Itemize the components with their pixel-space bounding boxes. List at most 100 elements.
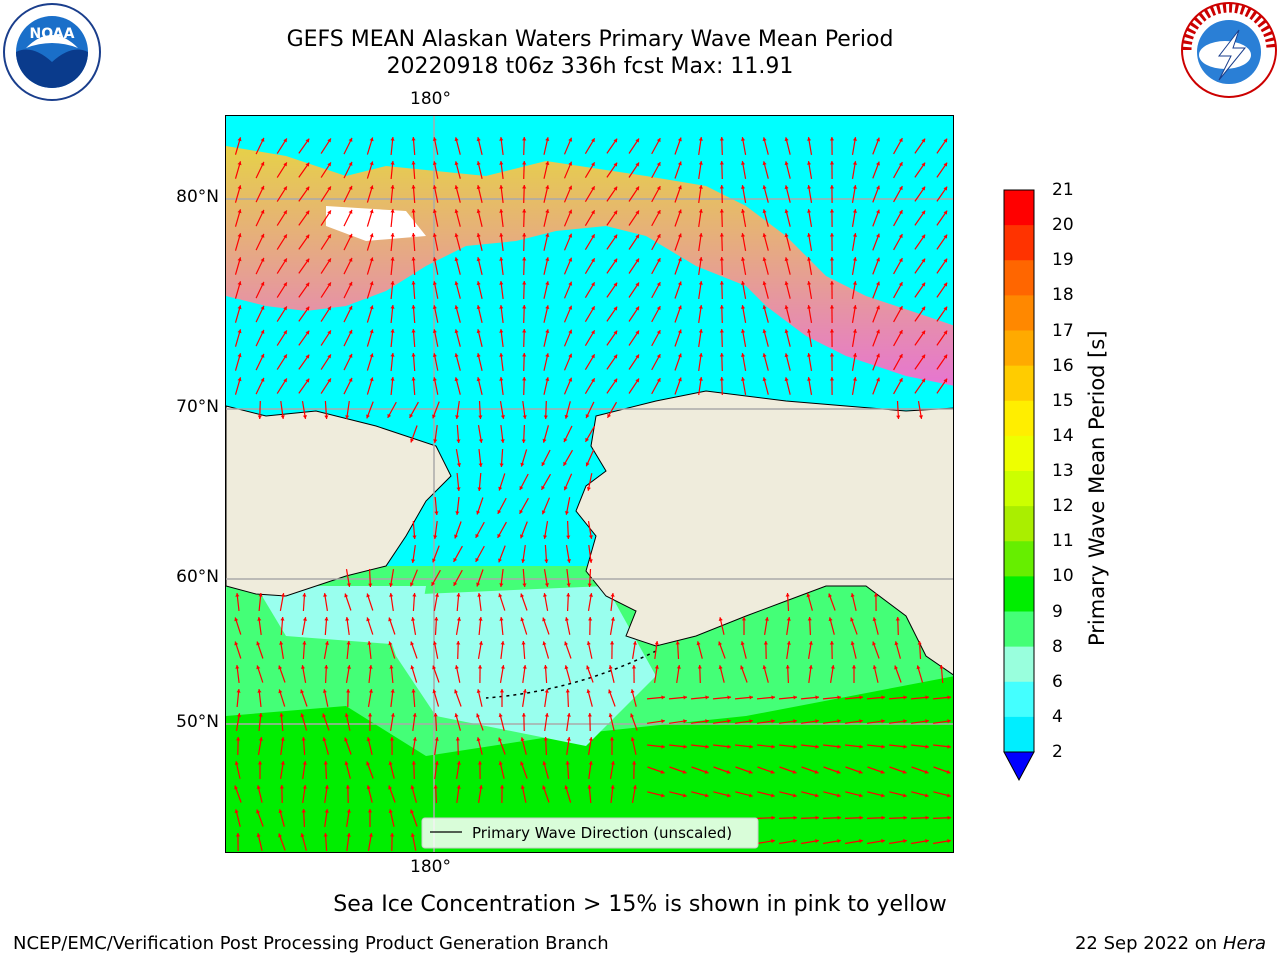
wave-arrow-head	[762, 185, 767, 190]
wave-arrow-head	[677, 281, 682, 286]
wave-arrow-head	[258, 737, 263, 741]
wave-arrow-head	[719, 281, 724, 285]
wave-arrow-head	[346, 833, 351, 837]
wave-arrow-head	[859, 695, 863, 700]
wave-arrow-head	[586, 665, 590, 670]
wave-arrow-head	[520, 462, 525, 467]
wave-arrow-head	[305, 210, 310, 215]
wave-arrow-head	[478, 641, 483, 645]
wave-arrow-head	[829, 641, 834, 645]
wave-arrow-head	[630, 737, 635, 741]
wave-arrow-head	[257, 689, 262, 693]
wave-arrow-head	[544, 583, 549, 587]
wave-arrow-head	[925, 695, 929, 700]
wave-arrow-head	[476, 161, 481, 166]
wave-arrow-head	[784, 281, 789, 286]
wave-arrow-head	[837, 719, 841, 724]
wave-arrow-head	[237, 233, 242, 238]
wave-arrow-head	[344, 713, 349, 717]
wave-arrow-head	[522, 377, 527, 381]
wave-arrow-head	[568, 257, 573, 262]
wave-arrow-head	[585, 414, 590, 419]
wave-arrow-head	[476, 281, 481, 286]
wave-arrow-head	[499, 377, 504, 381]
lat-label-70: 70°N	[176, 397, 219, 417]
wave-arrow-head	[545, 209, 550, 213]
wave-arrow-head	[656, 234, 661, 239]
land-alaska	[575, 390, 953, 676]
wave-arrow-head	[568, 281, 573, 286]
wave-arrow-head	[610, 593, 615, 597]
wave-arrow-head	[698, 329, 703, 333]
wave-arrow-head	[302, 617, 307, 621]
wave-arrow-head	[348, 209, 353, 214]
wave-arrow-head	[545, 137, 550, 141]
wave-arrow-head	[411, 137, 416, 141]
wave-arrow-head	[719, 377, 724, 381]
wave-arrow-head	[305, 282, 310, 287]
legend-label: Primary Wave Direction (unscaled)	[472, 824, 732, 842]
wave-arrow-head	[586, 641, 591, 645]
wave-arrow-head	[387, 413, 392, 418]
wave-arrow-head	[630, 689, 635, 694]
wave-arrow-head	[591, 282, 595, 287]
wave-arrow-head	[762, 353, 767, 358]
wave-arrow-head	[258, 593, 263, 597]
wave-arrow-head	[345, 415, 350, 419]
wave-arrow-head	[237, 329, 242, 334]
ocean-region-bering-light	[376, 586, 656, 746]
wave-arrow-head	[903, 695, 907, 700]
colorbar-segment	[1004, 295, 1034, 331]
wave-arrow-head	[500, 439, 505, 443]
wave-arrow-head	[237, 377, 242, 382]
wave-arrow-head	[762, 209, 767, 214]
wave-arrow-head	[522, 233, 527, 237]
wave-arrow-head	[476, 137, 481, 142]
wave-arrow-head	[784, 209, 789, 214]
wave-arrow-head	[872, 641, 876, 646]
wave-arrow-head	[829, 257, 834, 261]
wave-arrow-head	[921, 210, 926, 215]
wave-arrow-head	[433, 785, 438, 789]
wave-arrow-head	[278, 689, 283, 694]
wave-arrow-head	[858, 769, 863, 774]
wave-arrow-head	[390, 329, 395, 333]
wave-arrow-head	[881, 839, 885, 844]
wave-arrow-head	[412, 535, 417, 539]
colorbar-extend-arrow	[1003, 751, 1035, 782]
wave-arrow-head	[852, 281, 857, 285]
wave-arrow-head	[520, 534, 524, 539]
wave-arrow-head	[946, 793, 951, 798]
colorbar-tick-label: 15	[1052, 390, 1074, 411]
wave-arrow-head	[588, 761, 593, 765]
wave-arrow-head	[943, 282, 948, 287]
colorbar-tick-label: 12	[1052, 496, 1074, 517]
wave-arrow-head	[806, 593, 811, 598]
wave-arrow-head	[545, 305, 550, 309]
wave-arrow-head	[476, 353, 481, 358]
wave-arrow-head	[433, 535, 438, 539]
wave-arrow-head	[677, 161, 682, 166]
wave-arrow-head	[785, 665, 790, 669]
wave-arrow-head	[256, 809, 260, 814]
wave-arrow-head	[545, 233, 550, 237]
wave-arrow-head	[236, 689, 241, 693]
wave-arrow-head	[369, 353, 374, 358]
wave-arrow-head	[903, 839, 907, 844]
wave-arrow-head	[924, 793, 929, 798]
wave-arrow-head	[613, 354, 618, 359]
colorbar-tick-label: 9	[1052, 601, 1063, 622]
wave-arrow-head	[587, 785, 592, 789]
wave-arrow-head	[431, 581, 436, 586]
wave-arrow-head	[591, 330, 595, 335]
wave-arrow-head	[903, 719, 907, 724]
wave-arrow-head	[898, 138, 903, 143]
wave-arrow-head	[771, 744, 775, 749]
wave-arrow-head	[367, 809, 372, 813]
wave-arrow-head	[902, 769, 907, 774]
wave-arrow-head	[305, 258, 310, 263]
wave-arrow-head	[661, 695, 665, 700]
wave-arrow-head	[943, 234, 948, 239]
wave-arrow-head	[348, 377, 353, 382]
wave-arrow-head	[698, 209, 703, 213]
